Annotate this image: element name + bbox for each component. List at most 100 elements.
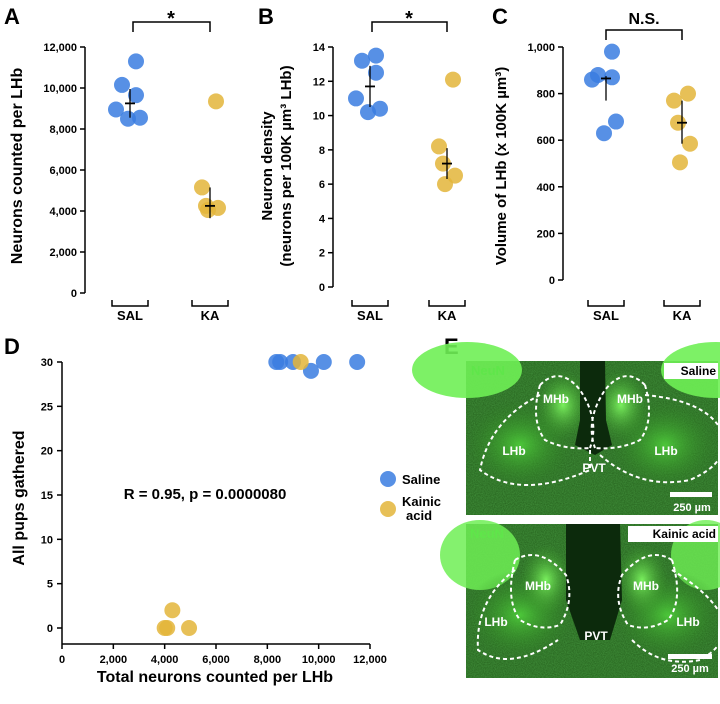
legend-marker-saline: [380, 471, 396, 487]
y-tick-label: 2: [319, 248, 325, 260]
legend-marker-kainic: [380, 501, 396, 517]
category-bracket: [351, 300, 389, 307]
data-point: [672, 154, 688, 171]
data-points-c: [584, 43, 698, 171]
data-points-d: [156, 354, 366, 636]
category-bracket: [191, 300, 229, 307]
data-point: [666, 92, 682, 109]
legend-label-saline: Saline: [402, 472, 440, 487]
panel-a: A Neurons counted per LHb 0 2,000 4,000 6,0…: [4, 4, 229, 323]
data-point: [128, 53, 144, 70]
y-tick-label: 10,000: [43, 83, 77, 95]
scatter-point: [181, 620, 198, 636]
data-point: [208, 93, 224, 110]
y-tick-label: 30: [41, 357, 53, 369]
x-tick-label: 8,000: [254, 654, 282, 666]
y-tick-label: 400: [537, 182, 555, 194]
significance-bracket-a: *: [132, 8, 211, 32]
y-tick-label: 8,000: [49, 124, 77, 136]
y-tick-label: 0: [47, 623, 53, 635]
x-tick-label: 0: [59, 654, 65, 666]
y-tick-label: 5: [47, 579, 53, 591]
region-pvt-top: PVT: [582, 461, 606, 475]
scale-bar-top: [670, 492, 712, 497]
data-point: [132, 109, 148, 126]
data-point: [445, 71, 461, 88]
y-tick-label: 20: [41, 446, 53, 458]
significance-bracket-b: *: [371, 8, 448, 32]
region-lhb-right-bottom: LHb: [676, 615, 699, 629]
panel-e: E NeuN Saline MHb MHb LHb LHb: [412, 334, 720, 678]
panel-label-b: B: [258, 4, 274, 29]
y-axis-a: 0 2,000 4,000 6,000 8,000 10,000 12,000: [43, 42, 86, 300]
panel-b: B Neuron density (neurons per 100K µm³ L…: [258, 4, 466, 323]
panel-label-a: A: [4, 4, 20, 29]
y-tick-label: 10: [41, 534, 53, 546]
region-lhb-right-top: LHb: [654, 444, 677, 458]
scale-label-top: 250 µm: [673, 502, 711, 514]
data-point: [372, 100, 388, 117]
scale-label-bottom: 250 µm: [671, 663, 709, 675]
region-mhb-left-top: MHb: [543, 392, 569, 406]
y-tick-label: 0: [319, 282, 325, 294]
y-axis-label-c: Volume of LHb (x 100K µm³): [493, 67, 510, 265]
stain-label-top: NeuN: [471, 363, 505, 378]
y-tick-label: 800: [537, 89, 555, 101]
category-label: KA: [201, 308, 220, 323]
data-point: [194, 179, 210, 196]
data-point: [354, 52, 370, 69]
y-tick-label: 4,000: [49, 206, 77, 218]
data-point: [604, 43, 620, 60]
data-point: [108, 101, 124, 118]
x-axis-label-d: Total neurons counted per LHb: [97, 669, 333, 686]
panel-label-c: C: [492, 4, 508, 29]
panel-label-d: D: [4, 334, 20, 359]
significance-a: *: [167, 8, 175, 30]
y-tick-label: 600: [537, 135, 555, 147]
category-label: KA: [438, 308, 457, 323]
condition-label-top: Saline: [681, 364, 717, 378]
category-bracket: [587, 300, 625, 307]
data-point: [200, 201, 216, 218]
significance-b: *: [405, 8, 413, 30]
region-lhb-left-top: LHb: [502, 444, 525, 458]
y-axis-label-a: Neurons counted per LHb: [9, 68, 26, 265]
scatter-point: [315, 354, 332, 370]
y-tick-label: 0: [549, 275, 555, 287]
category-label: SAL: [357, 308, 383, 323]
significance-c: N.S.: [628, 11, 659, 28]
panel-d: D All pups gathered Total neurons counte…: [4, 334, 441, 686]
significance-bracket-c: N.S.: [605, 11, 683, 40]
micrograph-saline: NeuN Saline MHb MHb LHb LHb PVT 250 µm: [412, 342, 720, 515]
data-point: [114, 76, 130, 93]
x-tick-label: 6,000: [202, 654, 230, 666]
category-label: KA: [673, 308, 692, 323]
x-tick-label: 2,000: [100, 654, 128, 666]
category-bracket: [111, 300, 149, 307]
region-lhb-left-bottom: LHb: [484, 615, 507, 629]
x-categories-c: SAL KA: [587, 300, 701, 323]
legend-label-kainic-1: Kainic: [402, 494, 441, 509]
data-point: [431, 138, 447, 155]
correlation-annotation: R = 0.95, p = 0.0000080: [124, 486, 287, 503]
legend-d: Saline Kainic acid: [380, 471, 441, 523]
data-points-b: [348, 47, 463, 193]
data-point: [120, 110, 136, 127]
data-point: [128, 87, 144, 104]
x-categories-a: SAL KA: [111, 300, 229, 323]
category-label: SAL: [593, 308, 619, 323]
region-pvt-bottom: PVT: [584, 629, 608, 643]
y-tick-label: 12,000: [43, 42, 77, 54]
y-axis-label-d: All pups gathered: [11, 430, 28, 565]
data-point: [682, 135, 698, 152]
data-point: [360, 104, 376, 121]
region-mhb-right-top: MHb: [617, 392, 643, 406]
category-bracket: [663, 300, 701, 307]
y-axis-label-b-line1: Neuron density: [259, 111, 276, 221]
y-axis-b: 0 2 4 6 8 10 12 14: [313, 42, 334, 294]
y-axis-label-b-line2: (neurons per 100K µm³ LHb): [278, 65, 295, 266]
scatter-point: [159, 620, 176, 636]
data-point: [596, 125, 612, 142]
data-points-a: [108, 53, 226, 219]
